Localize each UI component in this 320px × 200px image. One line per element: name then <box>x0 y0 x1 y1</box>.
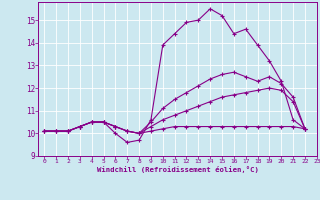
X-axis label: Windchill (Refroidissement éolien,°C): Windchill (Refroidissement éolien,°C) <box>97 166 259 173</box>
